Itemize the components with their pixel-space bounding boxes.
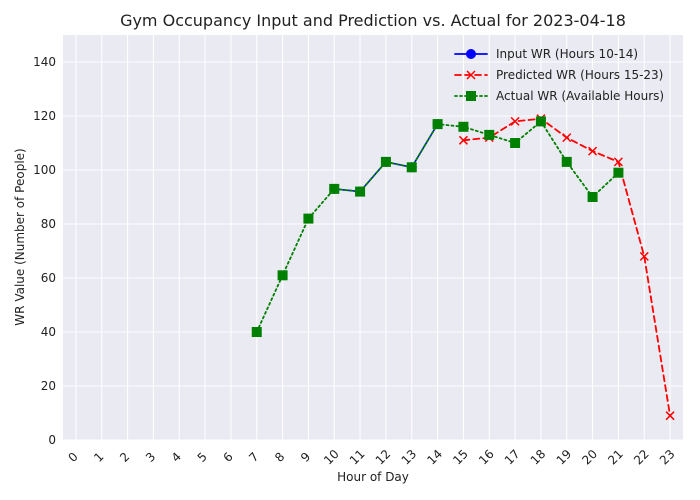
legend-marker	[466, 91, 476, 101]
data-point	[380, 156, 391, 167]
legend-label: Actual WR (Available Hours)	[496, 89, 664, 103]
data-point	[562, 133, 572, 143]
plot-area	[63, 35, 683, 440]
data-point	[251, 327, 262, 337]
data-point	[639, 251, 649, 261]
x-marker-stroke	[466, 70, 476, 80]
data-point	[432, 119, 443, 130]
data-point	[406, 162, 417, 173]
data-point	[613, 167, 624, 178]
legend-label: Input WR (Hours 10-14)	[496, 47, 638, 61]
y-tick-label: 100	[33, 163, 56, 177]
y-tick-label: 60	[41, 271, 56, 285]
x-marker-stroke	[665, 411, 675, 421]
legend-marker	[466, 49, 476, 59]
data-point	[510, 116, 520, 126]
y-tick-label: 0	[48, 433, 56, 447]
y-tick-label: 80	[41, 217, 56, 231]
data-point	[277, 270, 288, 281]
data-point	[458, 121, 469, 132]
legend-entry: Actual WR (Available Hours)	[454, 89, 664, 103]
data-point	[355, 186, 366, 197]
y-tick-label: 20	[41, 379, 56, 393]
grid-lines	[63, 35, 683, 441]
data-point	[665, 411, 675, 421]
x-marker-stroke	[510, 116, 520, 126]
x-marker-stroke	[639, 251, 649, 261]
data-point	[458, 135, 468, 145]
y-tick-label: 140	[33, 55, 56, 69]
data-point	[535, 116, 546, 127]
data-point	[588, 146, 598, 156]
chart-legend: Input WR (Hours 10-14) Predicted WR (Hour…	[454, 47, 664, 103]
data-point	[510, 138, 521, 148]
y-axis-label: WR Value (Number of People)	[13, 148, 27, 325]
series-3	[251, 116, 624, 337]
data-series	[251, 114, 675, 421]
y-tick-label: 120	[33, 109, 56, 123]
x-marker-stroke	[458, 135, 468, 145]
legend-label: Predicted WR (Hours 15-23)	[496, 68, 663, 82]
x-marker-stroke	[613, 157, 623, 167]
legend-entry: Predicted WR (Hours 15-23)	[454, 68, 663, 82]
x-axis-label: Hour of Day	[337, 470, 409, 484]
data-point	[613, 157, 623, 167]
x-marker-stroke	[562, 133, 572, 143]
data-point	[587, 192, 598, 202]
data-point	[303, 213, 314, 224]
data-point	[561, 156, 572, 167]
data-point	[484, 129, 495, 140]
legend-entry: Input WR (Hours 10-14)	[454, 47, 638, 61]
x-marker-stroke	[588, 146, 598, 156]
y-tick-label: 40	[41, 325, 56, 339]
chart-title: Gym Occupancy Input and Prediction vs. A…	[120, 11, 626, 30]
data-point	[329, 183, 340, 194]
legend-marker	[466, 70, 476, 80]
